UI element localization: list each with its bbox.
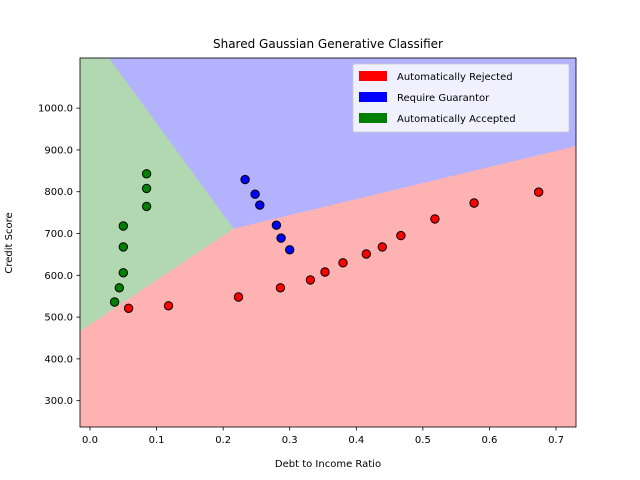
legend: Automatically Rejected Require Guarantor A… <box>352 63 570 133</box>
point-automatically-rejected <box>305 275 316 285</box>
point-automatically-accepted <box>118 268 129 278</box>
y-tick-label: 1000.0 <box>38 104 73 115</box>
y-tick-label: 600.0 <box>44 271 73 282</box>
point-require-guarantor <box>240 174 250 185</box>
chart-title: Shared Gaussian Generative Classifier <box>213 37 443 51</box>
point-automatically-accepted <box>141 183 152 194</box>
point-automatically-rejected <box>275 283 286 293</box>
point-automatically-accepted <box>118 221 129 231</box>
point-require-guarantor <box>276 233 286 243</box>
point-automatically-rejected <box>377 242 387 252</box>
y-tick-label: 900.0 <box>44 145 73 156</box>
point-automatically-rejected <box>430 214 440 224</box>
point-automatically-rejected <box>469 198 479 208</box>
point-automatically-rejected <box>361 249 371 259</box>
point-automatically-rejected <box>163 301 174 311</box>
data-points <box>109 169 544 313</box>
plot-frame <box>79 57 577 428</box>
point-automatically-rejected <box>534 187 544 197</box>
point-automatically-accepted <box>141 201 152 212</box>
y-tick-label: 800.0 <box>44 187 73 198</box>
point-require-guarantor <box>255 200 265 210</box>
point-require-guarantor <box>285 245 295 255</box>
x-tick-label: 0.4 <box>348 435 364 446</box>
point-automatically-accepted <box>114 283 125 293</box>
point-automatically-rejected <box>396 230 406 241</box>
y-axis-ticks: 300.0 400.0 500.0 600.0 700.0 800.0 900.0 1000.… <box>38 104 80 407</box>
y-tick-label: 400.0 <box>44 354 73 365</box>
point-automatically-accepted <box>109 297 120 307</box>
legend-swatch-automatically-accepted <box>359 113 387 123</box>
x-axis-ticks: 0.0 0.1 0.2 0.3 0.4 0.5 0.6 0.7 <box>82 427 564 446</box>
legend-swatch-automatically-rejected <box>359 71 387 81</box>
y-tick-label: 300.0 <box>44 396 73 407</box>
y-tick-label: 700.0 <box>44 229 73 240</box>
y-tick-label: 500.0 <box>44 313 73 324</box>
x-axis-label: Debt to Income Ratio <box>275 459 381 470</box>
point-automatically-rejected <box>233 292 244 302</box>
point-automatically-accepted <box>141 169 152 179</box>
x-tick-label: 0.5 <box>415 435 431 446</box>
legend-label-automatically-accepted: Automatically Accepted <box>397 114 516 125</box>
point-automatically-rejected <box>338 258 348 268</box>
legend-swatch-require-guarantor <box>359 92 387 102</box>
point-automatically-accepted <box>118 242 129 252</box>
x-tick-label: 0.2 <box>215 435 231 446</box>
legend-label-require-guarantor: Require Guarantor <box>397 93 490 104</box>
x-tick-label: 0.0 <box>82 435 98 446</box>
y-axis-label: Credit Score <box>4 212 15 273</box>
legend-box <box>352 63 570 133</box>
legend-label-automatically-rejected: Automatically Rejected <box>397 72 513 83</box>
x-tick-label: 0.7 <box>548 435 564 446</box>
point-require-guarantor <box>250 189 260 199</box>
x-tick-label: 0.3 <box>282 435 298 446</box>
point-automatically-rejected <box>320 267 330 277</box>
x-tick-label: 0.1 <box>149 435 165 446</box>
point-automatically-rejected <box>123 303 134 313</box>
x-tick-label: 0.6 <box>481 435 497 446</box>
point-require-guarantor <box>271 220 282 230</box>
